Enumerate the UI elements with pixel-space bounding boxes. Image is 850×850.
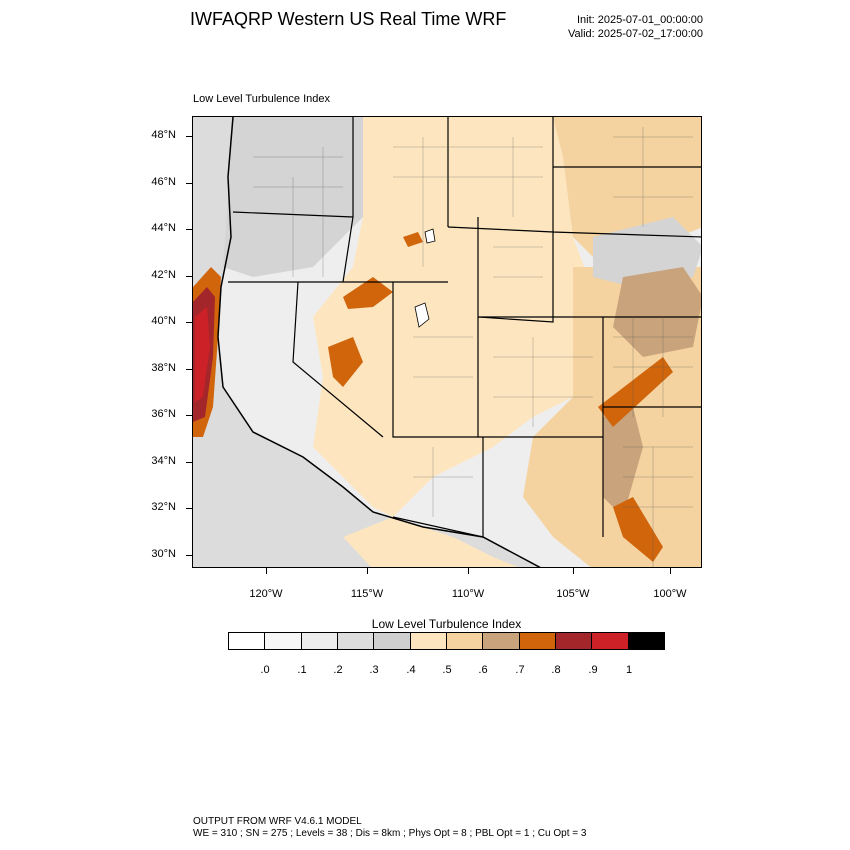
colorbar-label: .4 (406, 664, 416, 676)
lat-label-38n: 38°N (151, 362, 176, 374)
field-label: Low Level Turbulence Index (193, 93, 330, 105)
lon-label-100w: 100°W (653, 588, 687, 600)
lat-tick (186, 508, 192, 509)
colorbar-label: .8 (551, 664, 561, 676)
lat-tick (186, 369, 192, 370)
colorbar-box (265, 633, 302, 649)
colorbar-box (374, 633, 411, 649)
colorbar-label: .7 (515, 664, 525, 676)
model-info-line2: WE = 310 ; SN = 275 ; Levels = 38 ; Dis … (193, 828, 587, 839)
texas-brown-region (603, 407, 643, 517)
plot-title: IWFAQRP Western US Real Time WRF (190, 9, 507, 29)
lon-tick (670, 568, 671, 574)
yellowstone-lake (424, 228, 436, 244)
lon-label-105w: 105°W (556, 588, 590, 600)
model-info-line1: OUTPUT FROM WRF V4.6.1 MODEL (193, 816, 362, 827)
lon-label-110w: 110°W (451, 588, 485, 600)
offshore-red-core (195, 307, 210, 402)
lat-tick (186, 229, 192, 230)
lat-label-46n: 46°N (151, 176, 176, 188)
lat-label-34n: 34°N (151, 455, 176, 467)
colorbar-label: .6 (478, 664, 488, 676)
lat-label-48n: 48°N (151, 129, 176, 141)
lon-tick (468, 568, 469, 574)
lon-tick (367, 568, 368, 574)
idaho-orange-patch (343, 277, 393, 309)
colorbar-box (592, 633, 629, 649)
coastline (217, 117, 541, 567)
lat-label-40n: 40°N (151, 315, 176, 327)
lat-tick (186, 276, 192, 277)
lat-tick (186, 555, 192, 556)
colorbar-label: .0 (260, 664, 270, 676)
map-panel (192, 116, 702, 568)
valid-time: Valid: 2025-07-02_17:00:00 (568, 28, 703, 40)
lon-label-120w: 120°W (249, 588, 283, 600)
colorbar-box (337, 633, 375, 649)
montana-orange-patch (403, 232, 423, 247)
lat-label-36n: 36°N (151, 408, 176, 420)
colorbar-box (628, 633, 664, 649)
lon-tick (266, 568, 267, 574)
southern-arizona-tan (343, 517, 518, 567)
colorbar-label: .5 (442, 664, 452, 676)
lat-tick (186, 136, 192, 137)
lat-tick (186, 415, 192, 416)
lat-label-32n: 32°N (151, 501, 176, 513)
colorbar-title: Low Level Turbulence Index (371, 617, 522, 631)
interior-tan-region (313, 117, 603, 517)
colorbar-label: 1 (625, 664, 633, 676)
lon-label-115w: 115°W (350, 588, 384, 600)
colorbar-box (410, 633, 447, 649)
colorbar-label: .2 (333, 664, 343, 676)
colorbar (228, 632, 665, 650)
colorbar-box (519, 633, 556, 649)
texas-orange-band (613, 497, 663, 562)
turbulence-map (193, 117, 701, 567)
county-lines (253, 127, 693, 567)
init-time: Init: 2025-07-01_00:00:00 (577, 14, 703, 26)
colorbar-label: .9 (588, 664, 598, 676)
lat-label-30n: 30°N (151, 548, 176, 560)
colorbar-label: .3 (369, 664, 379, 676)
colorbar-label: .1 (297, 664, 307, 676)
colorbar-box (229, 633, 266, 649)
colorbar-box (555, 633, 593, 649)
lon-tick (573, 568, 574, 574)
oklahoma-orange-band (598, 357, 673, 427)
lat-tick (186, 462, 192, 463)
colorbar-box (446, 633, 484, 649)
kansas-brown-region (613, 267, 701, 357)
colorbar-box (483, 633, 520, 649)
great-salt-lake (414, 302, 430, 328)
lat-label-44n: 44°N (151, 222, 176, 234)
lat-tick (186, 322, 192, 323)
nevada-orange-patch (328, 337, 363, 387)
lat-label-42n: 42°N (151, 269, 176, 281)
colorbar-box (301, 633, 338, 649)
lat-tick (186, 183, 192, 184)
